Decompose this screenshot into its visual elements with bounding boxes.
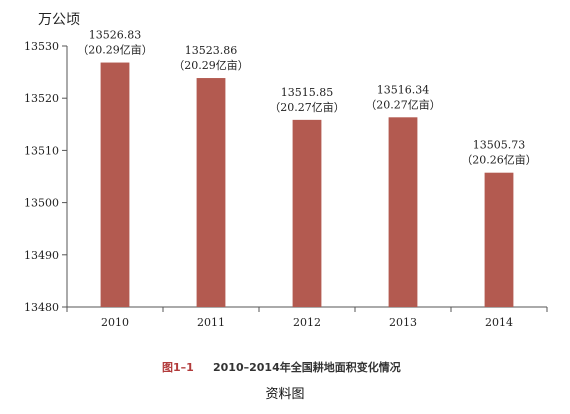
- y-tick-label: 13530: [24, 40, 59, 53]
- figure-title: 2010–2014年全国耕地面积变化情况: [213, 360, 401, 374]
- y-tick-label: 13520: [24, 92, 59, 105]
- y-tick-label: 13480: [24, 301, 59, 314]
- x-tick-label: 2014: [485, 316, 513, 329]
- y-axis: 13480 13490 13500 13510 13520 13530: [24, 40, 68, 314]
- value-label: 13516.34: [377, 83, 430, 96]
- bar-2011: [196, 78, 226, 307]
- y-tick-label: 13500: [24, 197, 59, 210]
- bar-2014: [484, 172, 514, 307]
- value-label: 13505.73: [473, 139, 526, 152]
- y-tick-label: 13510: [24, 144, 59, 157]
- bars: [100, 62, 514, 308]
- x-tick-label: 2010: [101, 316, 129, 329]
- mu-label: （20.27亿亩）: [365, 97, 441, 111]
- x-tick-label: 2011: [197, 316, 225, 329]
- y-unit-label: 万公顷: [38, 12, 80, 28]
- x-axis: 2010 2011 2012 2013 2014: [66, 306, 548, 329]
- value-label: 13523.86: [185, 44, 238, 57]
- source-label: 资料图: [265, 387, 304, 402]
- x-tick-label: 2012: [293, 316, 321, 329]
- data-labels: 13526.83（20.29亿亩） 13523.86（20.29亿亩）13515.…: [77, 29, 537, 167]
- y-tick-label: 13490: [24, 249, 59, 262]
- value-label: 13526.83: [89, 29, 142, 42]
- mu-label: （20.27亿亩）: [269, 100, 345, 114]
- x-tick-label: 2013: [389, 316, 417, 329]
- value-label: 13515.85: [281, 86, 334, 99]
- figure-number: 图1–1: [162, 361, 194, 374]
- bar-2012: [292, 119, 322, 307]
- mu-label: （20.29亿亩）: [77, 43, 153, 57]
- mu-label: （20.26亿亩）: [461, 153, 537, 167]
- mu-label: （20.29亿亩）: [173, 58, 249, 72]
- bar-2010: [100, 62, 130, 308]
- bar-2013: [388, 117, 418, 307]
